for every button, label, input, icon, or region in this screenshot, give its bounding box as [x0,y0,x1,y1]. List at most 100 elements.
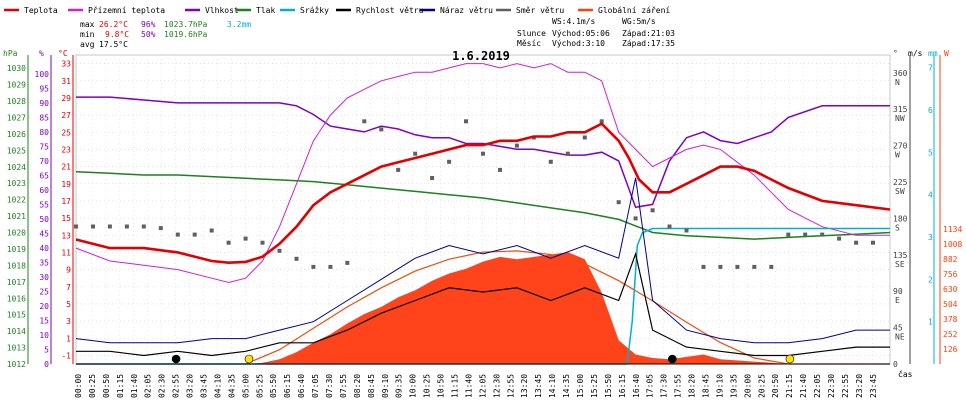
tick-time: 09:10 [381,374,390,398]
wind-wg: WG:5m/s [622,17,656,26]
radiation-layer [76,250,890,365]
tick-time: 21:40 [799,374,808,398]
tick-temp: 3 [66,317,71,326]
point-wind-direction [328,264,333,269]
tick-dir: 90 [893,287,903,296]
sun-rise: Východ:05:06 [552,29,610,38]
tick-dir-name: NE [895,333,905,342]
legend-label: Směr větru [516,6,564,15]
tick-time: 11:15 [450,374,459,398]
tick-dir-name: W [895,151,900,160]
series-temperature [75,122,891,265]
tick-time: 16:15 [618,374,627,398]
tick-temp: 31 [61,77,71,86]
tick-dir-name: S [895,223,900,232]
point-wind-direction [701,264,706,269]
tick-temp: 9 [66,266,71,275]
marker-moonrise [667,354,677,364]
tick-dir: 135 [893,251,908,260]
series-ground-temperature [75,63,890,284]
tick-time: 19:35 [729,374,738,398]
tick-dir: 0 [893,360,898,369]
tick-time: 05:00 [241,374,250,398]
tick-hpa: 1020 [7,229,26,238]
point-wind-direction [650,208,655,213]
axis-label-pct: % [39,49,44,58]
marker-moon-set [171,354,181,364]
tick-pct: 40 [39,244,49,253]
moon-rise: Východ:3:10 [552,39,605,48]
tick-time: 23:20 [855,374,864,398]
tick-dir: 45 [893,324,903,333]
tick-time: 10:25 [423,374,432,398]
tick-dir-name: SW [895,187,905,196]
point-wind-direction [616,200,621,205]
tick-time: 18:45 [701,374,710,398]
point-wind-direction [175,232,180,237]
chart-title: 1.6.2019 [452,49,510,63]
tick-time: 22:05 [813,374,822,398]
series-wind-gust [75,177,890,344]
stat-min-temp: 9.8°C [105,30,129,39]
sun-label: Slunce [517,29,546,38]
tick-time: 18:20 [688,374,697,398]
stat-max-temp: 26.2°C [99,20,128,29]
tick-time: 15:00 [576,374,585,398]
stat-min-press: 1019.6hPa [164,30,208,39]
tick-time: 00:25 [88,374,97,398]
point-wind-direction [464,119,468,124]
tick-time: 08:45 [367,374,376,398]
tick-dir-name: SE [895,260,905,269]
tick-dir-name: N [895,78,900,87]
tick-dir: 225 [893,178,908,187]
tick-w: 252 [943,330,958,339]
point-wind-direction [260,240,265,245]
tick-w: 126 [943,345,958,354]
series-theoretical-radiation [76,250,890,365]
point-wind-direction [107,224,112,229]
point-wind-direction [481,151,485,156]
tick-ms: 1 [928,318,933,327]
tick-time: 05:50 [269,374,278,398]
tick-temp: 29 [61,94,71,103]
series-layer [74,63,891,365]
tick-time: 20:50 [771,374,780,398]
tick-hpa: 1026 [7,130,26,139]
legend-label: Tlak [256,6,275,15]
point-wind-direction [633,216,638,221]
point-wind-direction [803,232,808,237]
point-wind-direction [396,167,401,172]
tick-time: 19:10 [715,374,724,398]
point-wind-direction [91,224,95,229]
series-wind-speed [76,251,890,357]
point-wind-direction [752,264,757,269]
legend: Teplota Přízemní teplota Vlhkost Tlak Srážky… [4,6,670,15]
marker-sunrise [244,354,254,364]
legend-label: Vlhkost [205,6,239,15]
stat-max-hum: 96% [141,20,156,29]
tick-pct: 30 [39,273,49,282]
tick-temp: 25 [61,128,71,137]
point-wind-direction [430,176,435,180]
tick-hpa: 1021 [7,212,26,221]
tick-ms: 6 [928,106,933,115]
tick-time: 21:15 [785,374,794,398]
tick-pct: 75 [39,142,49,151]
tick-temp: 21 [61,163,71,172]
axis-label-w: W [944,49,949,58]
marker-sunset [785,354,795,364]
tick-hpa: 1017 [7,278,26,287]
tick-hpa: 1016 [7,294,26,303]
tick-pct: 45 [39,229,49,238]
legend-label: Rychlost větru [356,6,424,15]
point-wind-direction [158,226,163,231]
point-wind-direction [209,228,214,233]
legend-label: Globální záření [598,6,670,15]
tick-pct: 100 [35,70,50,79]
axes-layer: hPa% °C1030102910281027102610251024102310… [3,49,962,398]
tick-time: 10:50 [437,374,446,398]
tick-time: 03:45 [199,374,208,398]
tick-w: 882 [943,255,958,264]
tick-pct: 25 [39,287,49,296]
